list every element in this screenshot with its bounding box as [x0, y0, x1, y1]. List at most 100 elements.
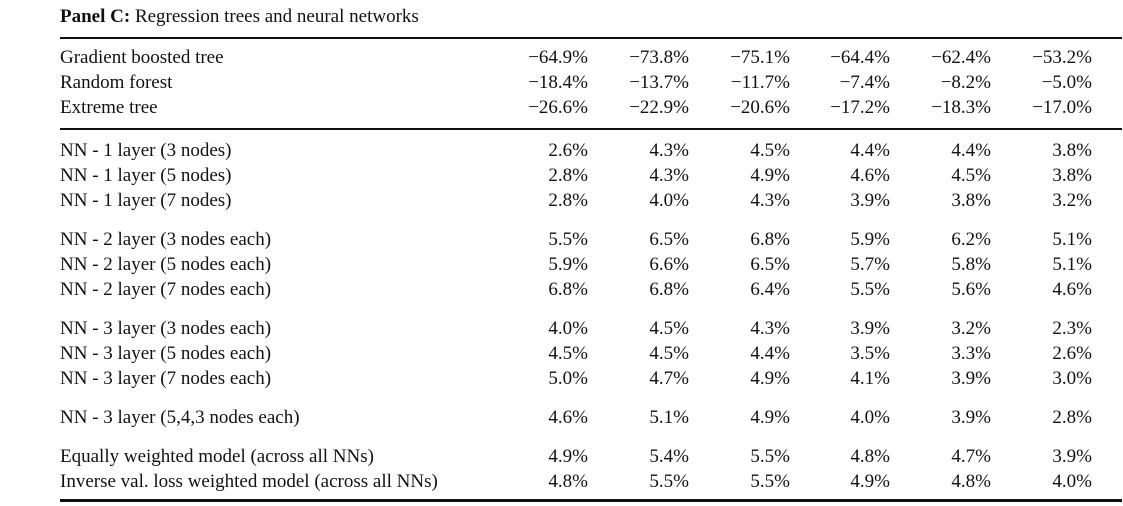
table-cell: 4.8%	[548, 471, 588, 492]
table-cell: 4.5%	[649, 343, 689, 364]
table-cell: 4.1%	[850, 368, 890, 389]
table-cell: 2.8%	[1052, 407, 1092, 428]
table-cell: −75.1%	[730, 47, 790, 68]
table-cell: 4.6%	[850, 165, 890, 186]
table-cell: 4.4%	[951, 140, 991, 161]
table-cell: −64.9%	[528, 47, 588, 68]
top-rule	[60, 37, 1122, 39]
table-cell: −17.0%	[1032, 97, 1092, 118]
table-row: NN - 3 layer (3 nodes each) 4.0% 4.5% 4.…	[60, 317, 1092, 341]
table-cell: 3.8%	[1052, 140, 1092, 161]
table-cell: 6.5%	[649, 229, 689, 250]
table-cell: 4.5%	[649, 318, 689, 339]
table-cell: −11.7%	[730, 72, 790, 93]
table-cell: 3.2%	[1052, 190, 1092, 211]
bottom-rule	[60, 499, 1122, 502]
table-cell: 3.2%	[951, 318, 991, 339]
row-label: Extreme tree	[60, 97, 158, 118]
table-row: NN - 2 layer (3 nodes each) 5.5% 6.5% 6.…	[60, 228, 1092, 252]
table-cell: 4.5%	[750, 140, 790, 161]
table-cell: −5.0%	[1041, 72, 1092, 93]
table-row: NN - 3 layer (5 nodes each) 4.5% 4.5% 4.…	[60, 342, 1092, 366]
row-label: NN - 1 layer (3 nodes)	[60, 140, 232, 161]
table-cell: −53.2%	[1032, 47, 1092, 68]
table-row: NN - 3 layer (5,4,3 nodes each) 4.6% 5.1…	[60, 406, 1092, 430]
table-cell: 5.9%	[548, 254, 588, 275]
table-cell: 5.0%	[548, 368, 588, 389]
table-cell: −18.3%	[931, 97, 991, 118]
table-cell: −20.6%	[730, 97, 790, 118]
table-cell: 4.9%	[750, 368, 790, 389]
table-row: Equally weighted model (across all NNs) …	[60, 445, 1092, 469]
table-cell: 4.3%	[649, 140, 689, 161]
table-cell: −73.8%	[629, 47, 689, 68]
table-cell: 5.7%	[850, 254, 890, 275]
table-row: NN - 1 layer (3 nodes) 2.6% 4.3% 4.5% 4.…	[60, 139, 1092, 163]
table-cell: 4.3%	[750, 318, 790, 339]
panel-title: Panel C: Regression trees and neural net…	[60, 6, 419, 28]
table-cell: −7.4%	[839, 72, 890, 93]
table-cell: 3.9%	[1052, 446, 1092, 467]
row-label: NN - 3 layer (7 nodes each)	[60, 368, 272, 389]
row-label: NN - 2 layer (5 nodes each)	[60, 254, 272, 275]
table-cell: −62.4%	[931, 47, 991, 68]
table-cell: −26.6%	[528, 97, 588, 118]
table-cell: −13.7%	[629, 72, 689, 93]
table-cell: 2.8%	[548, 190, 588, 211]
table-cell: 3.9%	[850, 318, 890, 339]
table-cell: 4.6%	[548, 407, 588, 428]
table-cell: 3.9%	[850, 190, 890, 211]
table-cell: −18.4%	[528, 72, 588, 93]
table-cell: −64.4%	[830, 47, 890, 68]
table-cell: 3.8%	[951, 190, 991, 211]
row-label: Random forest	[60, 72, 173, 93]
table-cell: 4.4%	[850, 140, 890, 161]
table-cell: 4.9%	[850, 471, 890, 492]
mid-rule	[60, 128, 1122, 130]
table-cell: 4.7%	[649, 368, 689, 389]
table-cell: 6.2%	[951, 229, 991, 250]
table-cell: 4.3%	[649, 165, 689, 186]
table-cell: 2.3%	[1052, 318, 1092, 339]
table-cell: 5.1%	[1052, 229, 1092, 250]
table-cell: 4.9%	[750, 407, 790, 428]
table-cell: 2.6%	[1052, 343, 1092, 364]
table-cell: 4.0%	[548, 318, 588, 339]
table-cell: 4.7%	[951, 446, 991, 467]
table-cell: 6.4%	[750, 279, 790, 300]
table-cell: 4.0%	[649, 190, 689, 211]
table-cell: 4.8%	[850, 446, 890, 467]
table-row: NN - 2 layer (7 nodes each) 6.8% 6.8% 6.…	[60, 278, 1092, 302]
table-row: NN - 1 layer (5 nodes) 2.8% 4.3% 4.9% 4.…	[60, 164, 1092, 188]
table-cell: −8.2%	[940, 72, 991, 93]
table-cell: 2.8%	[548, 165, 588, 186]
table-cell: 4.0%	[850, 407, 890, 428]
table-cell: 3.5%	[850, 343, 890, 364]
table-cell: 5.5%	[850, 279, 890, 300]
table-cell: −17.2%	[830, 97, 890, 118]
table-cell: 5.1%	[1052, 254, 1092, 275]
table-cell: 6.6%	[649, 254, 689, 275]
table-cell: 6.8%	[548, 279, 588, 300]
table-cell: 5.8%	[951, 254, 991, 275]
table-cell: 4.8%	[951, 471, 991, 492]
table-row: Gradient boosted tree −64.9% −73.8% −75.…	[60, 46, 1092, 70]
table-cell: 5.4%	[649, 446, 689, 467]
table-cell: 5.5%	[548, 229, 588, 250]
row-label: Gradient boosted tree	[60, 47, 224, 68]
table-cell: 3.8%	[1052, 165, 1092, 186]
table-cell: 5.5%	[649, 471, 689, 492]
table-cell: 5.9%	[850, 229, 890, 250]
row-label: NN - 2 layer (3 nodes each)	[60, 229, 272, 250]
table-row: NN - 2 layer (5 nodes each) 5.9% 6.6% 6.…	[60, 253, 1092, 277]
table-row: Inverse val. loss weighted model (across…	[60, 470, 1092, 494]
panel-title-text: Regression trees and neural networks	[130, 6, 419, 27]
table-row: NN - 3 layer (7 nodes each) 5.0% 4.7% 4.…	[60, 367, 1092, 391]
row-label: Equally weighted model (across all NNs)	[60, 446, 374, 467]
table-cell: 4.9%	[750, 165, 790, 186]
row-label: NN - 2 layer (7 nodes each)	[60, 279, 272, 300]
table-cell: 4.5%	[548, 343, 588, 364]
row-label: NN - 1 layer (7 nodes)	[60, 190, 232, 211]
table-cell: 5.5%	[750, 446, 790, 467]
table-cell: 6.8%	[649, 279, 689, 300]
